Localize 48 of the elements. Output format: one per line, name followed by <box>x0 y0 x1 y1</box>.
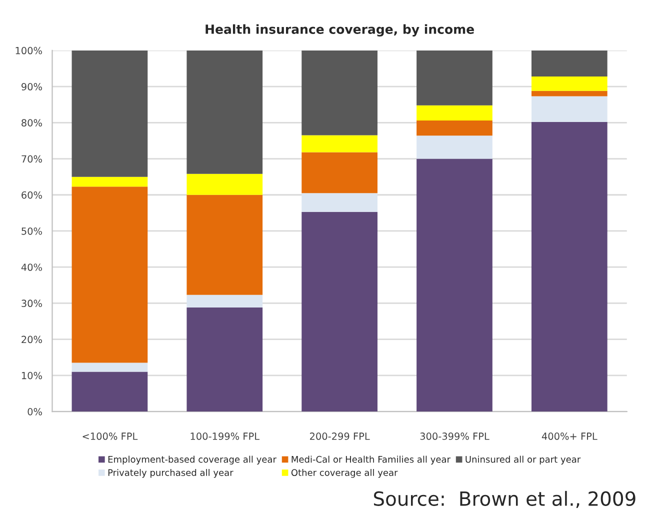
y-tick-label: 10% <box>22 372 42 380</box>
bar <box>186 174 263 195</box>
bar <box>531 50 608 76</box>
y-tick-label: 100% <box>16 46 42 54</box>
bar <box>416 105 492 120</box>
y-tick-label: 0% <box>28 408 42 416</box>
chart-title: Health insurance coverage, by income <box>206 24 474 36</box>
legend-label: Privately purchased all year <box>108 469 234 478</box>
bar <box>302 193 378 212</box>
y-tick-label: 60% <box>22 191 42 199</box>
y-tick-label: 30% <box>22 300 42 308</box>
bar <box>72 372 148 412</box>
y-tick-label: 50% <box>22 227 42 235</box>
source-note: Source: Brown et al., 2009 <box>374 490 636 508</box>
bar <box>302 152 378 194</box>
bar <box>531 90 608 96</box>
y-tick-label: 20% <box>22 336 42 344</box>
bar <box>416 158 492 412</box>
x-tick-label: 400%+ FPL <box>542 432 598 440</box>
x-tick-label: 200-299 FPL <box>310 432 370 440</box>
x-tick-label: 100-199% FPL <box>190 432 260 440</box>
y-tick-label: 40% <box>21 264 42 271</box>
bar <box>531 122 608 412</box>
x-tick-label: 300-399% FPL <box>420 432 490 440</box>
legend-label: Uninsured all or part year <box>466 456 581 464</box>
bar <box>72 186 148 363</box>
bar <box>302 135 378 152</box>
x-tick-label: <100% FPL <box>82 432 138 440</box>
bar <box>186 194 263 295</box>
bar <box>186 308 263 412</box>
bar <box>416 136 492 159</box>
legend-label: Other coverage all year <box>291 469 398 478</box>
bar <box>416 120 492 136</box>
legend-label: Employment-based coverage all year <box>108 456 276 464</box>
bar <box>72 50 148 177</box>
bar <box>302 50 378 136</box>
bar <box>72 362 148 372</box>
bar <box>531 96 608 122</box>
bar <box>72 176 148 187</box>
bar <box>302 212 378 412</box>
y-tick-label: 70% <box>22 155 42 163</box>
legend-label: Medi-Cal or Health Families all year <box>292 456 450 464</box>
y-tick-label: 80% <box>22 119 42 126</box>
bar <box>186 50 263 174</box>
bar <box>416 50 492 106</box>
y-tick-label: 90% <box>22 83 42 90</box>
bar <box>186 294 263 308</box>
bar <box>531 76 608 91</box>
